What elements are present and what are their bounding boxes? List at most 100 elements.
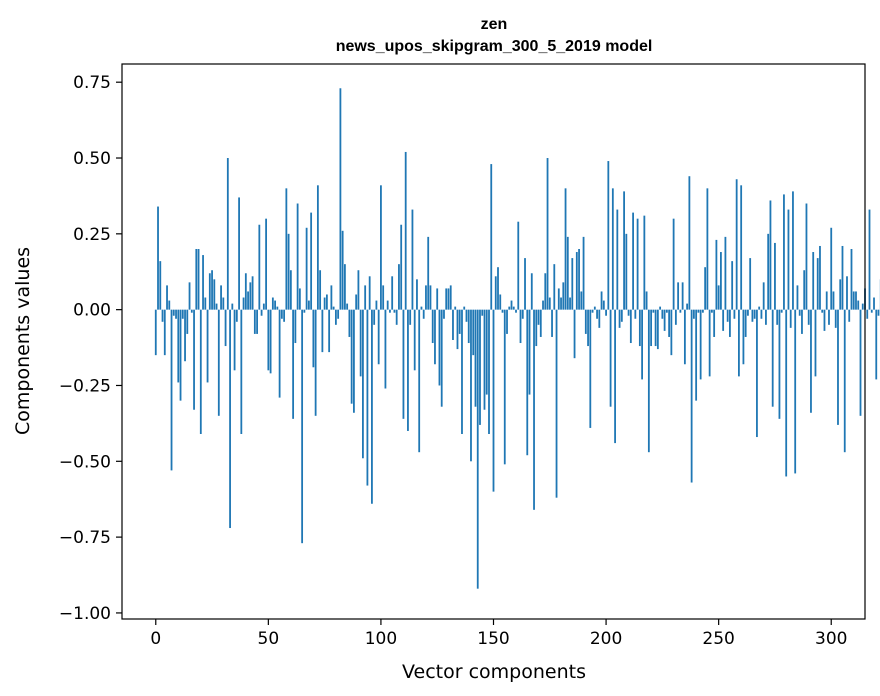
bar — [323, 297, 326, 310]
bar — [701, 309, 704, 313]
y-tick-label: −0.25 — [59, 376, 111, 396]
bar — [499, 294, 502, 310]
bar — [269, 309, 272, 374]
bar — [166, 285, 168, 310]
bar — [231, 303, 234, 310]
bar — [683, 309, 686, 365]
bar — [238, 197, 240, 310]
bar — [206, 309, 209, 383]
bar — [380, 185, 382, 310]
bar — [760, 309, 763, 319]
bar — [235, 309, 238, 322]
bar — [179, 309, 182, 401]
bar — [348, 309, 351, 337]
bar — [850, 249, 853, 310]
bar — [715, 239, 718, 310]
bar — [447, 288, 450, 310]
bar — [530, 273, 533, 310]
bar — [749, 258, 752, 310]
bar — [303, 309, 306, 313]
bar — [636, 218, 639, 310]
bar — [575, 252, 578, 310]
bar — [692, 309, 695, 319]
bar — [834, 309, 837, 328]
bar — [868, 209, 871, 310]
bar — [267, 309, 270, 371]
bar — [681, 282, 684, 310]
bar — [312, 309, 315, 368]
bar — [310, 212, 313, 310]
bar — [668, 309, 671, 337]
bar — [744, 309, 747, 337]
bar — [866, 309, 869, 319]
bar — [420, 306, 423, 310]
bar — [177, 309, 180, 383]
bar — [305, 227, 308, 310]
bar — [661, 309, 664, 319]
bar — [609, 309, 612, 407]
bar — [605, 309, 607, 316]
bar — [398, 264, 400, 310]
bar — [213, 279, 216, 310]
bar — [686, 303, 689, 310]
bar — [846, 276, 848, 310]
bar — [492, 309, 495, 492]
bar — [731, 261, 734, 310]
bar — [724, 236, 727, 310]
bar — [643, 215, 646, 310]
bar — [357, 270, 360, 310]
bar — [841, 245, 844, 310]
bar — [679, 309, 682, 313]
bar — [738, 309, 740, 377]
bar — [711, 309, 713, 313]
bar — [159, 261, 162, 310]
bar — [566, 236, 569, 310]
bar — [199, 309, 202, 434]
bar — [870, 309, 873, 313]
bar — [229, 309, 231, 529]
bar — [600, 291, 603, 310]
bar — [389, 309, 391, 313]
bar — [569, 297, 571, 310]
bar — [470, 309, 472, 462]
bar — [720, 252, 722, 310]
bar — [294, 309, 297, 344]
bar — [551, 309, 553, 337]
bar — [386, 300, 389, 310]
bar — [474, 309, 477, 407]
bar — [368, 276, 371, 310]
bar — [810, 309, 812, 413]
bar — [647, 309, 650, 453]
bar — [215, 303, 218, 310]
bar — [665, 309, 668, 313]
bar — [798, 309, 801, 316]
bar — [411, 209, 414, 310]
bar — [262, 303, 265, 310]
bar — [873, 297, 875, 310]
bar — [843, 309, 846, 453]
bar — [697, 309, 700, 313]
bar — [562, 282, 565, 310]
bar — [443, 309, 445, 319]
bar — [796, 285, 799, 310]
bar — [438, 309, 441, 386]
bar — [490, 164, 493, 310]
bar — [526, 309, 529, 456]
bar — [740, 185, 743, 310]
y-tick-label: −1.00 — [59, 604, 111, 624]
bar — [521, 309, 524, 319]
bar — [828, 309, 830, 325]
x-tick-label: 250 — [702, 629, 734, 649]
bar — [494, 276, 497, 310]
bar — [758, 306, 761, 310]
bar — [452, 309, 454, 340]
bar — [792, 191, 794, 310]
bar — [364, 285, 367, 310]
y-tick-label: 0.25 — [73, 225, 111, 245]
bar — [197, 249, 200, 310]
bar — [316, 185, 319, 310]
bar — [794, 309, 797, 474]
bar — [202, 255, 204, 310]
bar — [409, 309, 412, 325]
chart-subtitle: news_upos_skipgram_300_5_2019 model — [336, 38, 653, 55]
